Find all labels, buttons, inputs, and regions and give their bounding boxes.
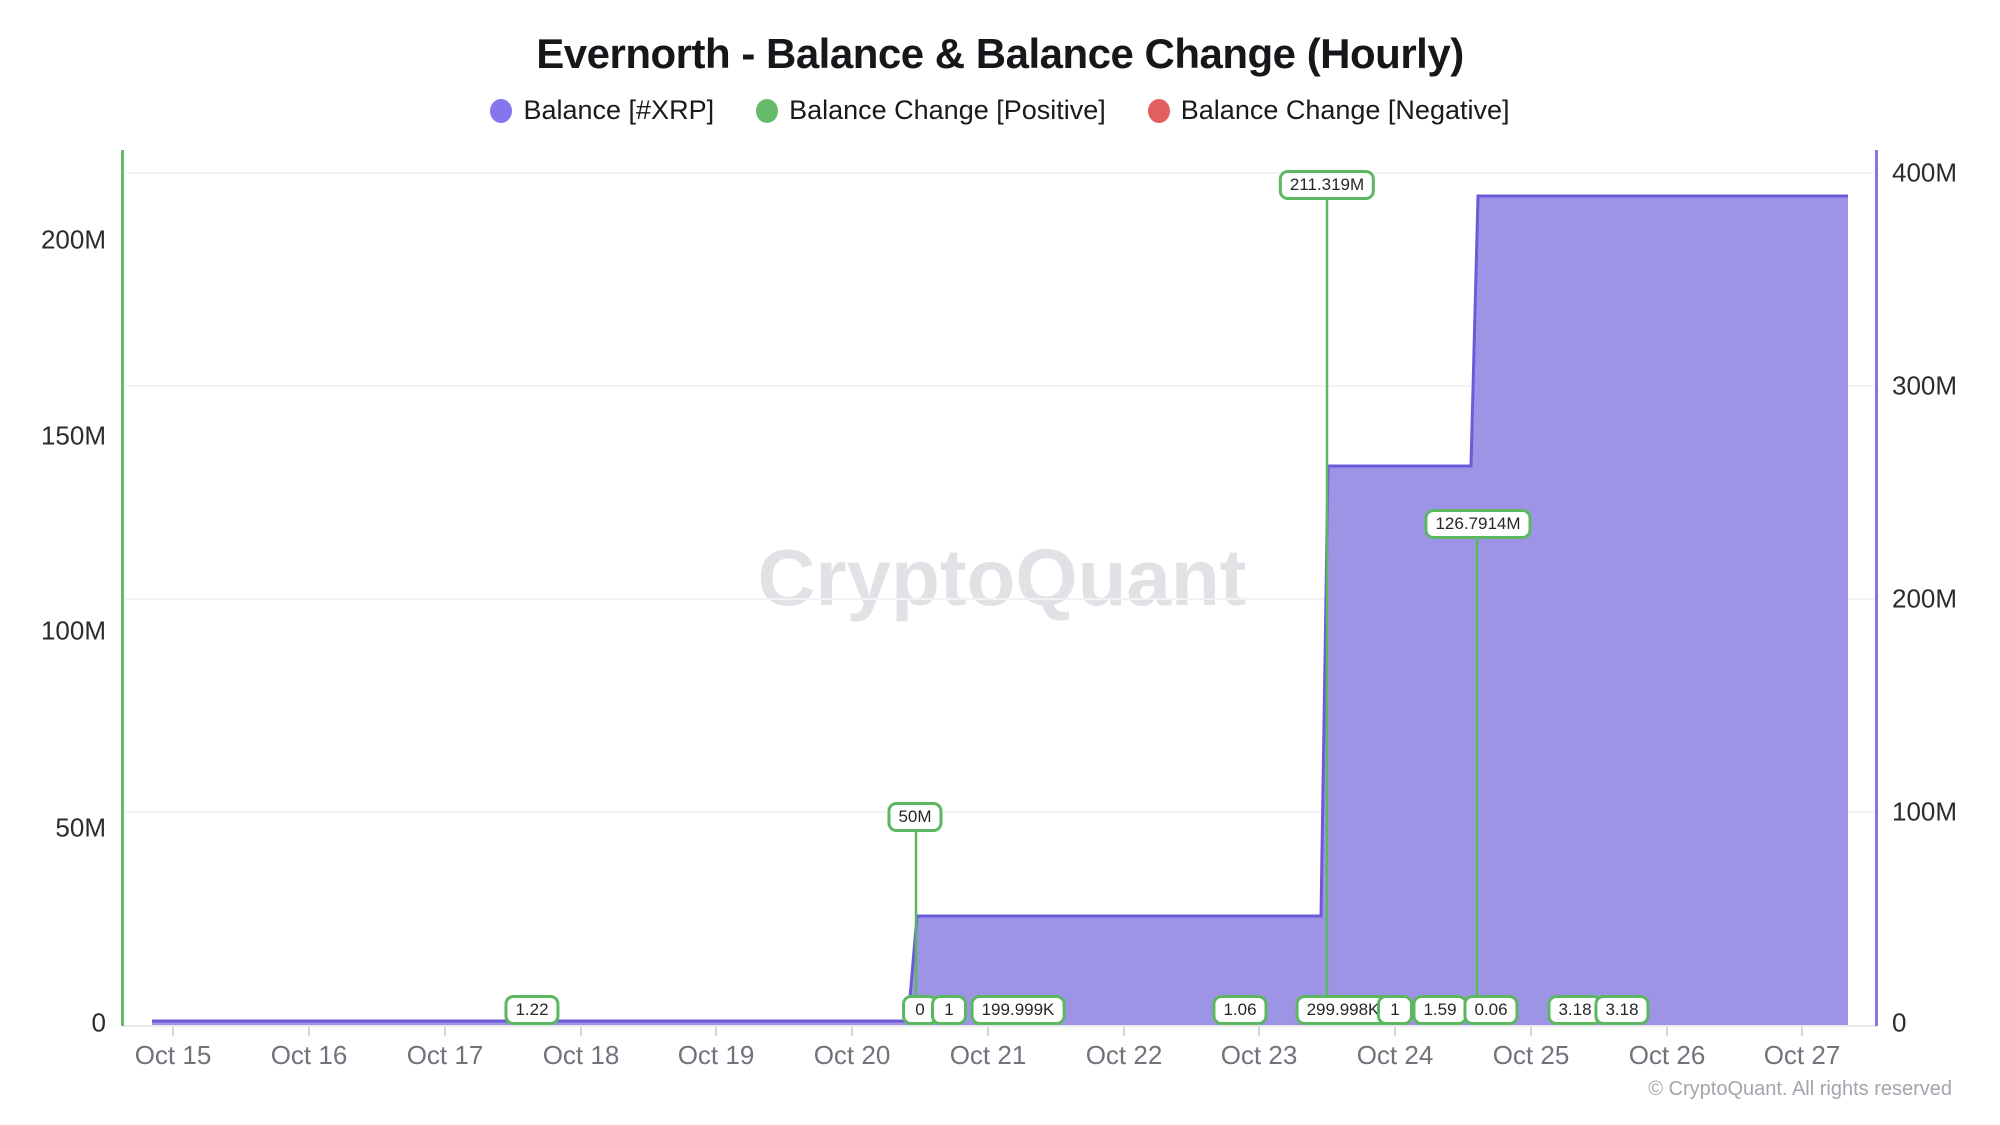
change-value-badge: 1 <box>1377 995 1413 1025</box>
grid-line <box>126 172 1874 174</box>
change-value-badge: 0.06 <box>1463 995 1519 1025</box>
x-axis-tick <box>1666 1027 1668 1036</box>
change-value-badge: 211.319M <box>1278 170 1376 200</box>
x-axis-label: Oct 23 <box>1220 1040 1298 1070</box>
change-value-badge: 126.7914M <box>1424 509 1532 539</box>
grid-line <box>126 385 1874 387</box>
change-value-badge: 1.59 <box>1412 995 1468 1025</box>
change-value-badge: 199.999K <box>970 995 1066 1025</box>
right-axis-line <box>1875 150 1878 1026</box>
negative-change-dot-icon <box>1147 98 1170 123</box>
x-axis-tick <box>851 1027 853 1036</box>
legend-item-balance[interactable]: Balance [#XRP] <box>490 95 714 126</box>
y-axis-label-left: 50M <box>55 812 106 843</box>
x-axis-label: Oct 18 <box>542 1040 620 1070</box>
legend-label: Balance Change [Negative] <box>1180 95 1510 125</box>
x-axis-tick <box>580 1027 582 1036</box>
y-axis-label-right: 400M <box>1892 157 1958 188</box>
left-axis-line <box>121 150 124 1026</box>
change-value-badge: 299.998K <box>1295 995 1391 1025</box>
x-axis-label: Oct 27 <box>1763 1040 1841 1070</box>
legend-item-balance-change-positive[interactable]: Balance Change [Positive] <box>756 95 1106 126</box>
y-axis-label-left: 0 <box>91 1007 106 1038</box>
legend-label: Balance [#XRP] <box>523 95 715 125</box>
x-axis-label: Oct 21 <box>949 1040 1027 1070</box>
x-axis-tick <box>308 1027 310 1036</box>
grid-line <box>126 811 1874 813</box>
x-axis-label: Oct 16 <box>270 1040 348 1070</box>
y-axis-label-left: 100M <box>40 615 106 646</box>
x-axis-label: Oct 17 <box>406 1040 484 1070</box>
change-value-badge: 1 <box>931 995 967 1025</box>
x-axis-tick <box>1530 1027 1532 1036</box>
positive-change-dot-icon <box>756 98 779 123</box>
x-axis-tick <box>1394 1027 1396 1036</box>
x-axis-tick <box>715 1027 717 1036</box>
x-axis-tick <box>172 1027 174 1036</box>
y-axis-label-right: 100M <box>1892 796 1958 827</box>
footer-credit: © CryptoQuant. All rights reserved <box>1648 1078 1952 1100</box>
legend-item-balance-change-negative[interactable]: Balance Change [Negative] <box>1147 95 1510 126</box>
x-axis-tick <box>987 1027 989 1036</box>
y-axis-label-left: 150M <box>40 420 106 451</box>
x-axis-tick <box>1123 1027 1125 1036</box>
x-axis-label: Oct 19 <box>677 1040 755 1070</box>
x-axis-label: Oct 25 <box>1492 1040 1570 1070</box>
chart-title: Evernorth - Balance & Balance Change (Ho… <box>536 30 1464 77</box>
y-axis-label-left: 200M <box>40 224 106 255</box>
change-value-badge: 3.18 <box>1594 995 1650 1025</box>
x-axis-tick <box>1801 1027 1803 1036</box>
y-axis-label-right: 300M <box>1892 370 1958 401</box>
y-axis-label-right: 0 <box>1892 1007 1907 1038</box>
cryptoquant-watermark: CryptoQuant <box>757 533 1247 622</box>
x-axis-tick <box>444 1027 446 1036</box>
x-axis-label: Oct 22 <box>1085 1040 1163 1070</box>
legend-label: Balance Change [Positive] <box>789 95 1106 125</box>
change-value-badge: 3.18 <box>1547 995 1603 1025</box>
change-value-badge: 1.06 <box>1212 995 1268 1025</box>
x-axis-label: Oct 24 <box>1356 1040 1434 1070</box>
legend: Balance [#XRP] Balance Change [Positive]… <box>0 95 2000 126</box>
balance-series-dot-icon <box>490 98 513 123</box>
x-axis-tick <box>1258 1027 1260 1036</box>
x-axis-line <box>123 1025 1877 1027</box>
balance-area <box>152 196 1848 1026</box>
grid-line <box>126 598 1874 600</box>
change-value-badge: 50M <box>887 802 943 832</box>
change-value-badge: 1.22 <box>504 995 560 1025</box>
x-axis-label: Oct 15 <box>134 1040 212 1070</box>
x-axis-label: Oct 26 <box>1628 1040 1706 1070</box>
y-axis-label-right: 200M <box>1892 583 1958 614</box>
x-axis-label: Oct 20 <box>813 1040 891 1070</box>
